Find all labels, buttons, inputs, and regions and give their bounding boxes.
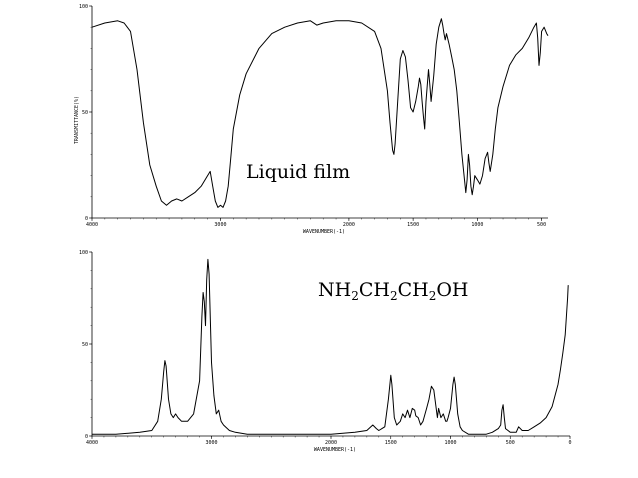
x-tick-label: 1000 xyxy=(444,440,456,446)
x-axis-label: WAVENUMBER(-1) xyxy=(314,447,356,453)
x-tick-label: 4000 xyxy=(86,222,98,228)
formula-part: OH xyxy=(436,279,468,301)
spectrum-line xyxy=(91,18,549,208)
x-tick-label: 500 xyxy=(506,440,515,446)
formula-part: CH xyxy=(398,279,429,301)
x-axis-label: WAVENUMBER(-1) xyxy=(303,229,345,235)
y-tick-label: 0 xyxy=(85,434,88,440)
x-tick-label: 1000 xyxy=(471,222,483,228)
y-tick-label: 100 xyxy=(79,4,88,10)
formula-subscript: 2 xyxy=(390,289,398,303)
y-axis-label: TRANSMITTANCE(%) xyxy=(74,96,80,144)
y-tick-label: 100 xyxy=(79,250,88,256)
y-tick-label: 0 xyxy=(85,216,88,222)
x-tick-label: 2000 xyxy=(343,222,355,228)
sample-annotation: Liquid film xyxy=(246,161,350,183)
y-tick-label: 50 xyxy=(82,110,88,116)
x-tick-label: 500 xyxy=(537,222,546,228)
formula-part: CH xyxy=(359,279,390,301)
x-tick-label: 0 xyxy=(568,440,571,446)
x-tick-label: 2000 xyxy=(325,440,337,446)
formula-part: NH xyxy=(318,279,351,301)
y-tick-label: 50 xyxy=(82,342,88,348)
raman-spectrum-chart: 4000 3000 2000 1500 1000 500 0 0 50 100 WAVENUMBER… xyxy=(79,250,572,453)
formula-subscript: 2 xyxy=(429,289,437,303)
x-tick-label: 4000 xyxy=(86,440,98,446)
x-tick-label: 1500 xyxy=(385,440,397,446)
formula-subscript: 2 xyxy=(351,289,359,303)
x-tick-label: 3000 xyxy=(214,222,226,228)
formula-annotation: NH2CH2CH2OH xyxy=(318,279,469,303)
x-tick-label: 3000 xyxy=(205,440,217,446)
spectrum-line xyxy=(92,258,569,435)
x-tick-label: 1500 xyxy=(407,222,419,228)
ir-spectrum-chart: 4000 3000 2000 1500 1000 500 0 50 100 WAVENUMBER(… xyxy=(74,4,549,235)
